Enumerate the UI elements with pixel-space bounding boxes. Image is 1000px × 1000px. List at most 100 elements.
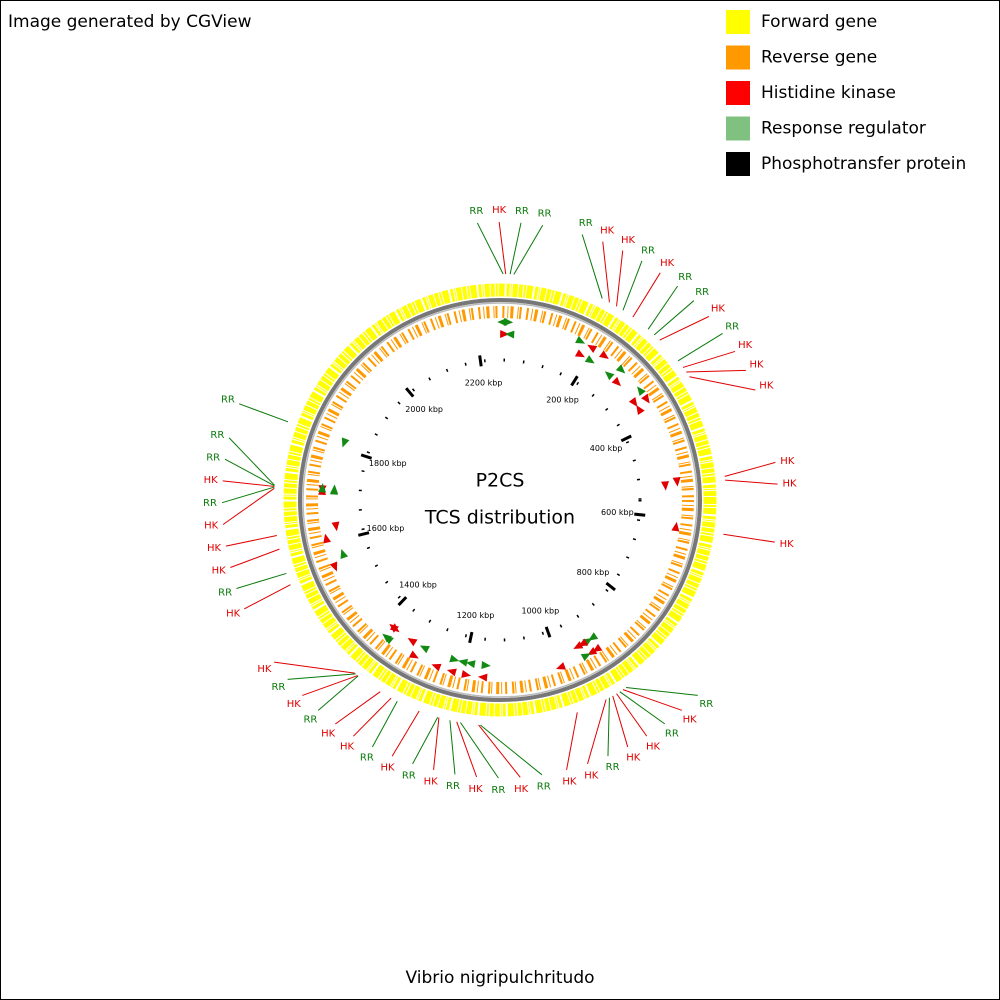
feature-marker xyxy=(503,318,514,326)
feature-marker xyxy=(465,660,476,669)
leader-line xyxy=(222,487,275,525)
feature-label: HK xyxy=(207,543,222,554)
center-subtitle: TCS distribution xyxy=(424,507,575,529)
tick-label: 1000 kbp xyxy=(522,606,560,615)
feature-label: HK xyxy=(584,770,599,781)
feature-marker xyxy=(407,638,418,647)
feature-marker xyxy=(382,633,392,643)
tick-mark xyxy=(397,596,408,607)
feature-marker xyxy=(555,662,567,670)
feature-marker xyxy=(330,484,339,494)
tick-label: 1200 kbp xyxy=(457,611,495,620)
feature-marker xyxy=(587,647,598,656)
leader-line xyxy=(689,376,756,391)
feature-label: HK xyxy=(749,360,764,371)
leader-line xyxy=(632,272,661,318)
leader-line xyxy=(456,721,478,778)
feature-marker xyxy=(431,663,442,672)
feature-label: HK xyxy=(600,226,615,237)
feature-marker xyxy=(323,533,332,544)
feature-label: HK xyxy=(683,714,698,725)
feature-label: HK xyxy=(646,741,661,752)
leader-line xyxy=(391,710,420,757)
backbone xyxy=(298,298,702,702)
tick-mark xyxy=(634,512,646,517)
feature-marker xyxy=(505,330,515,339)
legend-swatch xyxy=(726,152,750,176)
feature-label: RR xyxy=(665,729,679,740)
tick-mark xyxy=(360,453,373,460)
leader-line xyxy=(221,486,275,504)
feature-label: HK xyxy=(469,784,484,795)
tick-mark xyxy=(620,434,632,443)
leader-line xyxy=(222,480,275,487)
leader-line xyxy=(228,437,275,486)
feature-label: HK xyxy=(424,777,439,788)
leader-line xyxy=(612,695,629,748)
leader-line xyxy=(317,675,359,711)
feature-label: RR xyxy=(402,770,416,781)
feature-label: RR xyxy=(537,782,551,793)
tick-label: 1600 kbp xyxy=(367,524,405,533)
forward-gene-ring xyxy=(283,283,717,717)
feature-marker xyxy=(615,364,626,374)
leader-line xyxy=(238,403,289,423)
leader-line xyxy=(607,697,610,757)
center-title: P2CS xyxy=(476,470,525,492)
feature-marker xyxy=(584,355,595,364)
tick-label: 800 kbp xyxy=(577,568,610,577)
feature-label: HK xyxy=(780,456,795,467)
leader-line xyxy=(686,369,746,373)
feature-label: RR xyxy=(221,395,235,406)
feature-label: RR xyxy=(206,452,220,463)
feature-label: HK xyxy=(492,205,507,216)
feature-label: RR xyxy=(271,682,285,693)
header-title: Image generated by CGView xyxy=(8,12,252,32)
feature-label: HK xyxy=(340,741,355,752)
feature-marker xyxy=(580,653,591,662)
leader-line xyxy=(513,225,544,275)
tick-mark xyxy=(468,631,474,644)
leader-line xyxy=(230,548,280,568)
legend-swatch xyxy=(726,45,750,70)
leader-line xyxy=(243,584,291,610)
tick-mark xyxy=(570,375,579,387)
leader-line xyxy=(224,458,275,487)
leader-line xyxy=(480,724,543,776)
feature-label: RR xyxy=(695,287,709,298)
leader-line xyxy=(225,535,277,547)
feature-marker xyxy=(458,658,469,667)
leader-line xyxy=(476,222,504,275)
rings xyxy=(283,283,717,717)
feature-label: HK xyxy=(321,729,336,740)
feature-marker xyxy=(419,645,430,654)
feature-label: HK xyxy=(780,539,795,550)
feature-marker xyxy=(408,650,419,659)
feature-marker xyxy=(318,483,327,493)
tick-label: 600 kbp xyxy=(601,508,634,517)
feature-label: RR xyxy=(725,321,739,332)
leader-line xyxy=(478,724,521,778)
feature-label: HK xyxy=(626,753,641,764)
feature-marker xyxy=(446,668,457,677)
tick-label: 2000 kbp xyxy=(405,405,443,414)
tick-label: 1400 kbp xyxy=(399,580,437,589)
feature-label: RR xyxy=(446,781,460,792)
feature-marker xyxy=(449,654,460,663)
leader-line xyxy=(647,285,678,330)
feature-marker xyxy=(661,481,669,491)
feature-label: HK xyxy=(257,664,272,675)
leader-line xyxy=(412,717,439,765)
feature-marker xyxy=(481,661,491,670)
feature-marker xyxy=(477,673,488,682)
leader-line xyxy=(626,687,698,696)
feature-label: HK xyxy=(204,521,219,532)
leader-line xyxy=(682,350,736,368)
legend-swatch xyxy=(726,10,750,34)
leader-line xyxy=(725,479,778,485)
feature-label: RR xyxy=(203,498,217,509)
feature-marker xyxy=(500,329,510,338)
tick-mark xyxy=(478,355,483,367)
feature-label: RR xyxy=(218,587,232,598)
